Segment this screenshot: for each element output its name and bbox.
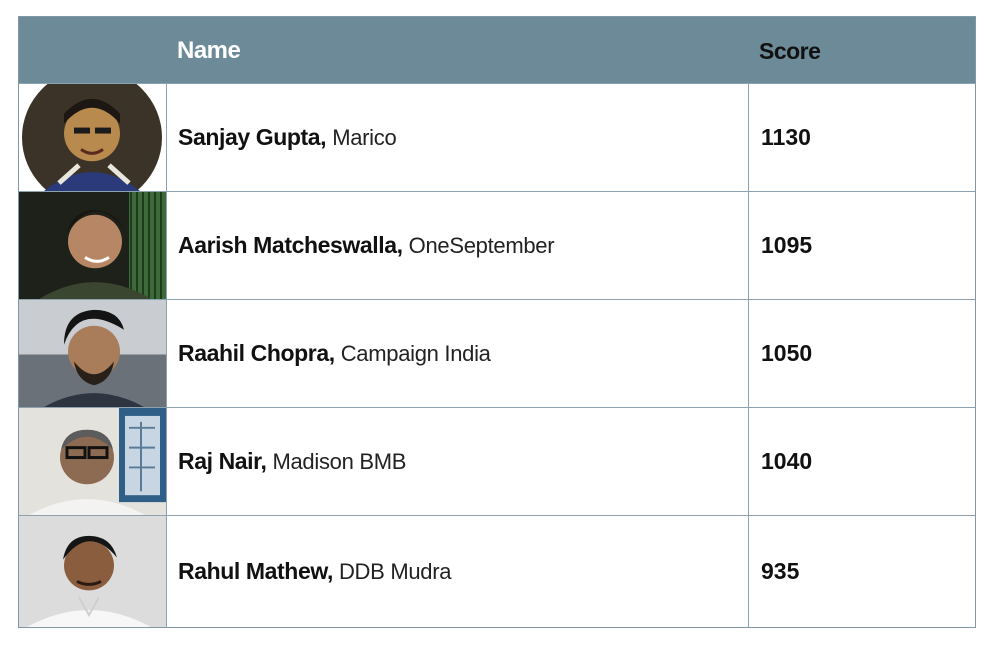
avatar-image <box>19 516 166 627</box>
person-name: Raj Nair, <box>178 448 267 474</box>
column-header-score: Score <box>759 38 821 64</box>
name-cell: Raj Nair, Madison BMB <box>166 408 748 515</box>
person-name: Sanjay Gupta, <box>178 124 327 150</box>
table-header: Name Score <box>19 17 975 83</box>
company-name: DDB Mudra <box>338 558 452 584</box>
score-cell: 1095 <box>748 192 975 299</box>
photo-cell <box>19 84 166 191</box>
table-row: Aarish Matcheswalla, OneSeptember 1095 <box>19 191 975 299</box>
leaderboard-table: Name Score Sanjay Gupta, Mar <box>18 16 976 628</box>
score-cell: 1050 <box>748 300 975 407</box>
score-value: 1040 <box>761 448 813 474</box>
score-value: 1130 <box>761 124 811 150</box>
table-row: Raahil Chopra, Campaign India 1050 <box>19 299 975 407</box>
company-name: Campaign India <box>340 340 491 366</box>
avatar-image <box>19 300 166 407</box>
person-name: Raahil Chopra, <box>178 340 335 366</box>
company-name: Madison BMB <box>272 448 407 474</box>
person-name: Aarish Matcheswalla, <box>178 232 403 258</box>
score-cell: 1040 <box>748 408 975 515</box>
score-value: 935 <box>761 558 800 584</box>
name-cell: Aarish Matcheswalla, OneSeptember <box>166 192 748 299</box>
avatar-image <box>19 408 166 515</box>
photo-cell <box>19 516 166 627</box>
name-cell: Raahil Chopra, Campaign India <box>166 300 748 407</box>
table-row: Sanjay Gupta, Marico 1130 <box>19 83 975 191</box>
photo-cell <box>19 300 166 407</box>
photo-cell <box>19 192 166 299</box>
score-value: 1095 <box>761 232 813 258</box>
name-cell: Sanjay Gupta, Marico <box>166 84 748 191</box>
avatar-image <box>19 84 166 191</box>
score-cell: 1130 <box>748 84 975 191</box>
company-name: OneSeptember <box>408 232 555 258</box>
name-cell: Rahul Mathew, DDB Mudra <box>166 516 748 627</box>
avatar-image <box>19 192 166 299</box>
column-header-name: Name <box>177 37 241 64</box>
photo-cell <box>19 408 166 515</box>
person-name: Rahul Mathew, <box>178 558 333 584</box>
score-value: 1050 <box>761 340 813 366</box>
table-row: Raj Nair, Madison BMB 1040 <box>19 407 975 515</box>
score-cell: 935 <box>748 516 975 627</box>
company-name: Marico <box>332 124 397 150</box>
table-row: Rahul Mathew, DDB Mudra 935 <box>19 515 975 627</box>
